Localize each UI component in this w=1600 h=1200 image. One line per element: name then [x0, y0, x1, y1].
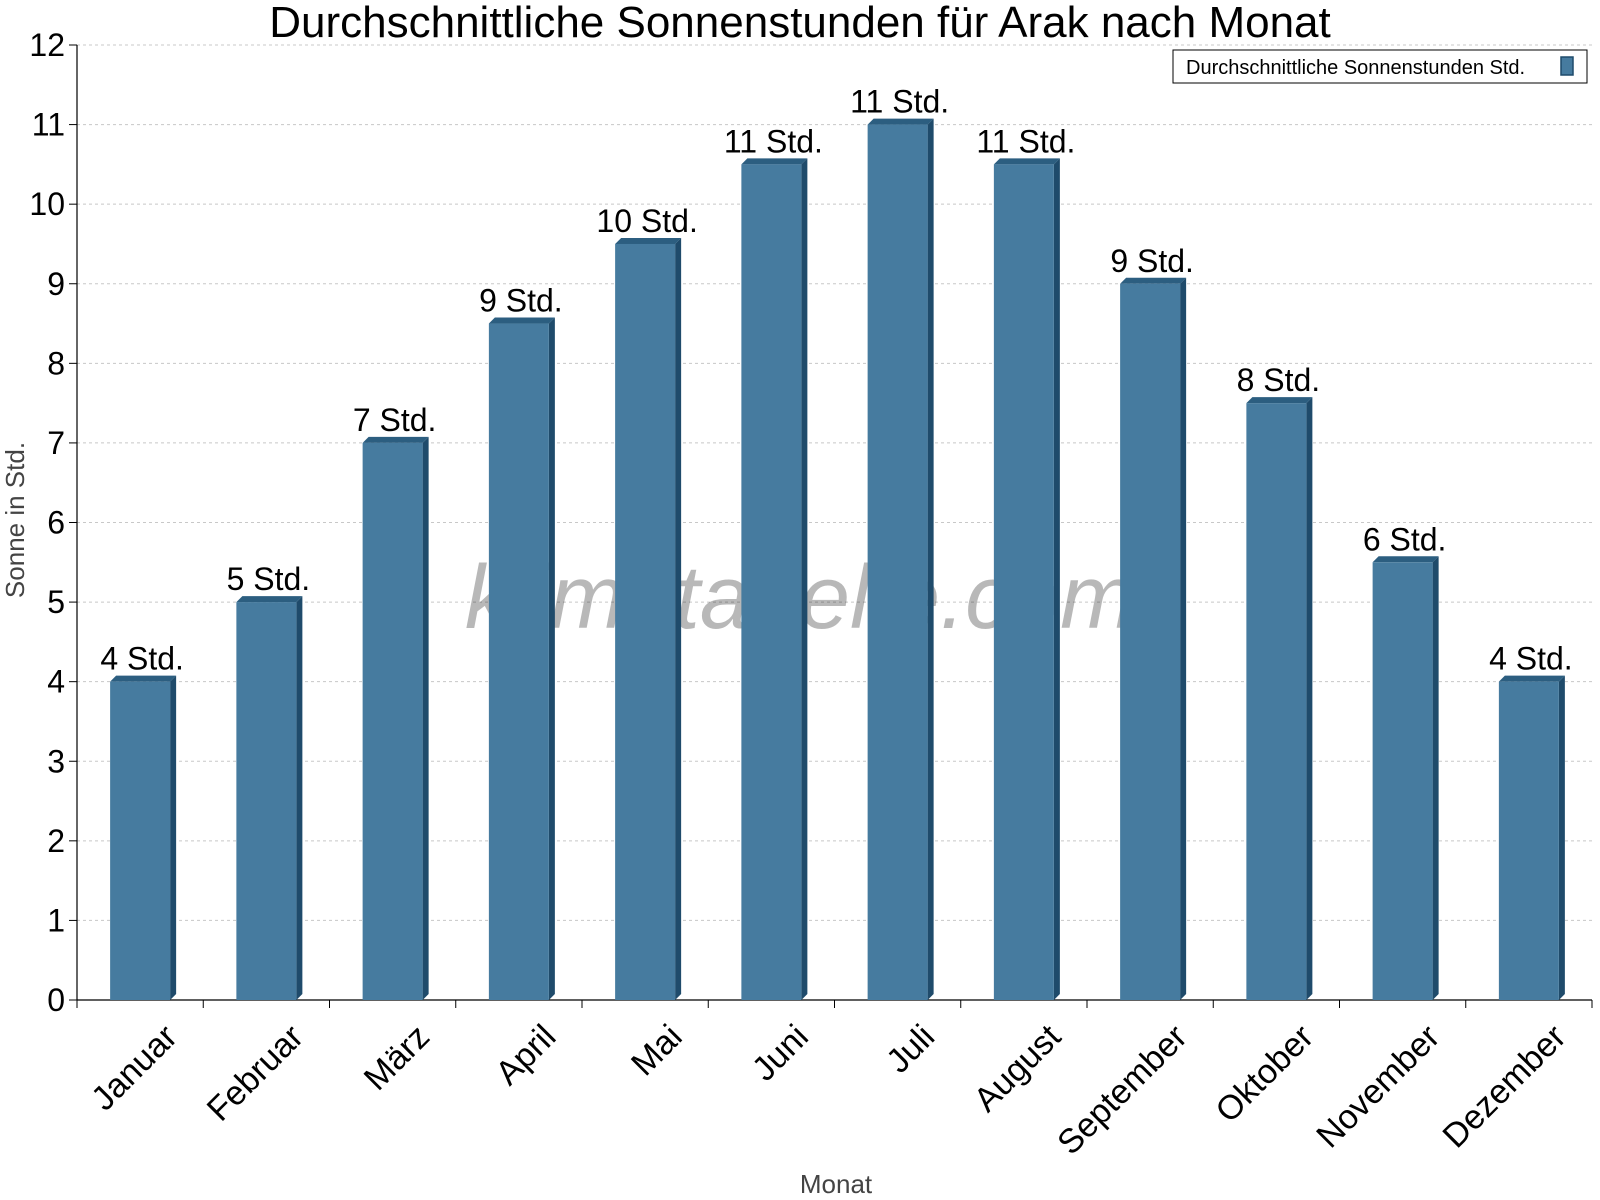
bar-front [615, 243, 676, 1001]
bar-side [1558, 675, 1565, 1000]
bar-value-labels: 4 Std. 5 Std. 7 Std. 9 Std. 10 Std. 11 Std. 11… [100, 84, 1572, 677]
x-tick-label: Juni [745, 1018, 816, 1089]
bar-value-label: 10 Std. [596, 203, 697, 239]
legend: Durchschnittliche Sonnenstunden Std. [1172, 49, 1588, 84]
bar-front [993, 164, 1054, 1000]
bar-front [1498, 681, 1559, 1000]
bar-april [488, 317, 555, 1001]
bar-november [1372, 556, 1439, 1000]
bar-value-label: 9 Std. [479, 283, 563, 319]
bar-top [741, 158, 808, 165]
y-tick-label: 0 [47, 982, 65, 1018]
bar-value-label: 9 Std. [1110, 243, 1194, 279]
y-tick-label: 11 [32, 107, 65, 143]
bar-top [110, 675, 177, 682]
bar-dezember [1498, 675, 1565, 1000]
bar-oktober [1246, 397, 1313, 1000]
bar-side [296, 596, 303, 1000]
bar-front [362, 442, 423, 1001]
bar-september [1120, 277, 1187, 1000]
y-tick-label: 6 [47, 505, 65, 541]
bar-side [422, 436, 429, 1001]
bar-side [1432, 556, 1439, 1000]
bar-juni [741, 158, 808, 1000]
x-tick-label: März [357, 1018, 437, 1098]
y-tick-label: 4 [47, 664, 65, 700]
bar-top [488, 317, 555, 324]
bar-side [1180, 277, 1187, 1000]
y-tick-label: 9 [47, 266, 65, 302]
x-tick-labels: Januar Februar März April Mai Juni Juli AugustS… [84, 1017, 1573, 1162]
bar-februar [236, 596, 303, 1000]
bar-front [1372, 562, 1433, 1000]
bar-juli [867, 118, 934, 1001]
y-axis-label: Sonne in Std. [0, 442, 30, 598]
bar-front [488, 323, 549, 1001]
bar-top [867, 118, 934, 125]
bar-front [1120, 283, 1181, 1000]
y-tick-label: 12 [29, 27, 65, 63]
bar-januar [110, 675, 177, 1000]
x-tick-label: November [1309, 1018, 1447, 1156]
x-tick-label: September [1050, 1018, 1194, 1162]
y-tick-label: 2 [47, 823, 65, 859]
y-tick-label: 7 [47, 425, 65, 461]
grid-lines [77, 44, 1592, 921]
legend-box [1172, 49, 1588, 84]
bar-mai [615, 237, 682, 1001]
bar-value-label: 11 Std. [724, 123, 823, 159]
bar-value-label: 4 Std. [100, 641, 184, 677]
bar-side [1053, 158, 1060, 1000]
y-tick-label: 8 [47, 345, 65, 381]
bar-top [615, 237, 682, 244]
x-tick-label: Mai [624, 1018, 690, 1084]
x-tick-label: Juli [879, 1018, 942, 1081]
x-tick-label: Januar [84, 1018, 184, 1118]
legend-swatch [1560, 56, 1574, 76]
x-tick-label: April [488, 1018, 563, 1093]
bar-side [548, 317, 555, 1001]
bar-top [1498, 675, 1565, 682]
axes [69, 44, 1593, 1008]
bar-front [741, 164, 802, 1000]
y-tick-label: 5 [47, 584, 65, 620]
bar-value-label: 4 Std. [1489, 641, 1573, 677]
bar-top [1372, 556, 1439, 563]
x-tick-label: Dezember [1436, 1018, 1574, 1156]
bar-front [236, 602, 297, 1000]
x-tick-label: Oktober [1208, 1018, 1320, 1130]
bar-top [1246, 397, 1313, 404]
bar-front [110, 681, 171, 1000]
bar-front [1246, 403, 1307, 1000]
bar-top [236, 596, 303, 603]
x-axis-label: Monat [800, 1169, 873, 1199]
bar-value-label: 7 Std. [353, 402, 437, 438]
x-tick-label: August [967, 1017, 1069, 1119]
bar-top [993, 158, 1060, 165]
bar-side [170, 675, 177, 1000]
bar-märz [362, 436, 429, 1001]
legend-label: Durchschnittliche Sonnenstunden Std. [1186, 57, 1525, 79]
bar-value-label: 11 Std. [976, 123, 1075, 159]
bar-side [675, 237, 682, 1001]
chart-title: Durchschnittliche Sonnenstunden für Arak… [269, 0, 1331, 47]
bar-side [801, 158, 808, 1000]
bar-value-label: 6 Std. [1363, 521, 1447, 557]
bar-side [1306, 397, 1313, 1000]
bar-value-label: 11 Std. [850, 84, 949, 120]
bar-side [927, 118, 934, 1001]
bar-top [362, 436, 429, 443]
y-tick-label: 3 [47, 743, 65, 779]
bar-value-label: 8 Std. [1237, 362, 1321, 398]
y-tick-label: 10 [29, 186, 65, 222]
x-tick-label: Februar [200, 1018, 311, 1129]
bar-front [867, 124, 928, 1001]
bars [110, 118, 1565, 1001]
bar-value-label: 5 Std. [227, 561, 311, 597]
bar-top [1120, 277, 1187, 284]
y-tick-label: 1 [47, 902, 65, 938]
bar-august [993, 158, 1060, 1000]
